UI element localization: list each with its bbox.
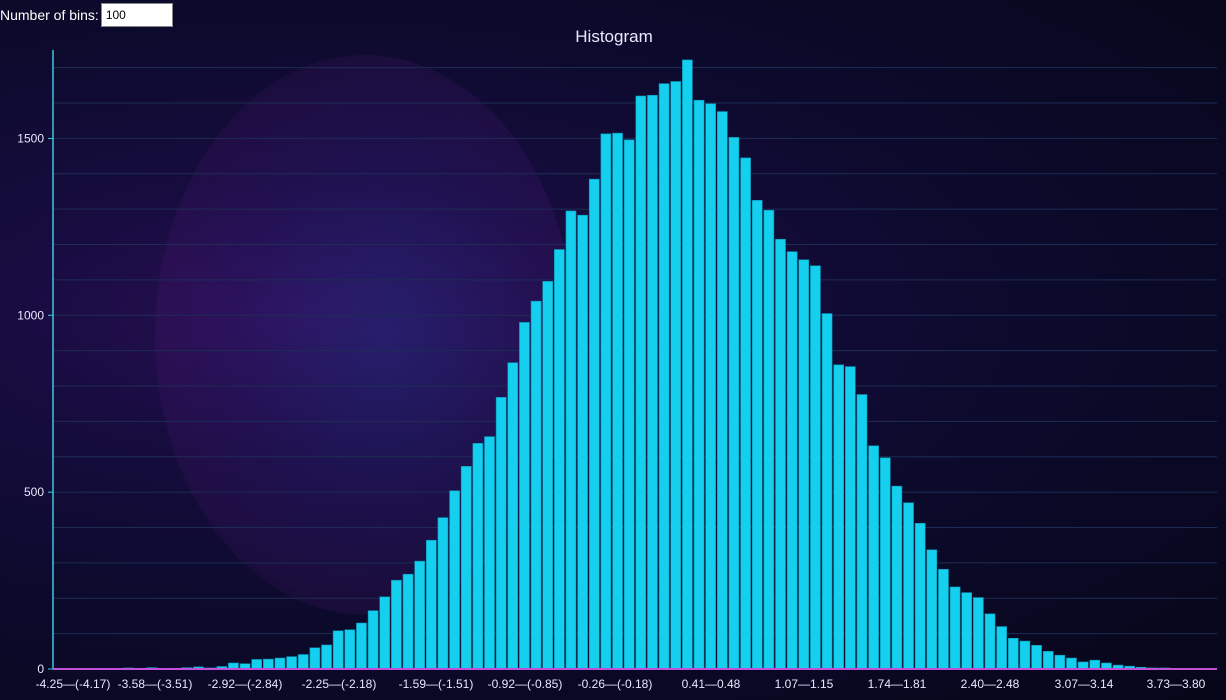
x-tick-label: -2.25—(-2.18) xyxy=(302,677,377,691)
histogram-bar xyxy=(798,259,810,670)
histogram-bar xyxy=(263,658,274,670)
x-tick-label: 2.40—2.48 xyxy=(961,677,1020,691)
histogram-bar xyxy=(833,364,845,670)
histogram-bar xyxy=(973,597,984,670)
histogram-bar xyxy=(984,613,996,670)
histogram-bar xyxy=(682,59,693,670)
x-tick-label: -2.92—(-2.84) xyxy=(208,677,283,691)
histogram-bar xyxy=(472,443,484,670)
x-tick-label: -4.25—(-4.17) xyxy=(36,677,111,691)
histogram-bar xyxy=(623,139,635,670)
histogram-bar xyxy=(821,313,833,670)
histogram-bar xyxy=(1066,657,1077,670)
histogram-bar xyxy=(938,568,949,670)
histogram-bar xyxy=(321,644,332,670)
histogram-bar xyxy=(961,592,973,670)
histogram-bar xyxy=(367,610,379,670)
histogram-bar xyxy=(810,265,821,670)
chart-title: Histogram xyxy=(575,27,652,46)
histogram-bar xyxy=(1042,651,1054,670)
histogram-bar xyxy=(705,103,716,670)
histogram-bar xyxy=(1089,659,1101,670)
histogram-bar xyxy=(297,654,309,670)
histogram-bar xyxy=(647,94,658,670)
histogram-bar xyxy=(845,366,856,670)
histogram-bar xyxy=(775,238,786,670)
histogram-bar xyxy=(344,629,356,670)
histogram-bar xyxy=(449,490,460,670)
histogram-bar xyxy=(414,560,425,670)
histogram-bar xyxy=(309,647,321,670)
histogram-bar xyxy=(600,133,612,670)
histogram-bar xyxy=(670,81,682,670)
histogram-bar xyxy=(728,137,740,670)
y-tick-label: 1500 xyxy=(17,131,44,145)
x-tick-label: 1.74—1.81 xyxy=(868,677,927,691)
histogram-bar xyxy=(391,579,402,670)
bins-label: Number of bins: xyxy=(0,7,99,23)
histogram-bar xyxy=(891,485,903,670)
histogram-bar xyxy=(460,466,472,670)
histogram-bar xyxy=(903,502,914,670)
histogram-bar xyxy=(1007,637,1019,670)
histogram-bar xyxy=(751,200,763,670)
x-tick-label: -3.58—(-3.51) xyxy=(118,677,193,691)
histogram-bar xyxy=(635,95,647,670)
histogram-bar xyxy=(495,397,507,670)
x-tick-label: -1.59—(-1.51) xyxy=(399,677,474,691)
y-tick-label: 500 xyxy=(24,485,44,499)
histogram-bar xyxy=(879,457,891,670)
histogram-bar xyxy=(588,178,600,670)
histogram-bar xyxy=(612,132,623,670)
y-tick-label: 0 xyxy=(37,662,44,676)
histogram-bar xyxy=(763,209,775,670)
histogram-bar xyxy=(1031,644,1042,670)
histogram-bar xyxy=(379,596,391,670)
histogram-bar xyxy=(949,586,961,670)
bins-input[interactable] xyxy=(100,3,173,27)
histogram-bar xyxy=(332,630,344,670)
histogram-bar xyxy=(356,622,367,670)
histogram-bar xyxy=(274,657,286,670)
histogram-bar xyxy=(740,157,751,670)
histogram-bar xyxy=(530,300,542,670)
histogram-bar xyxy=(507,362,519,670)
x-tick-label: 3.73—3.80 xyxy=(1147,677,1206,691)
histogram-bar xyxy=(1019,640,1031,670)
bins-control: Number of bins: xyxy=(0,0,173,30)
histogram-bar xyxy=(437,517,449,670)
histogram-bar xyxy=(856,394,868,670)
x-tick-label: 1.07—1.15 xyxy=(775,677,834,691)
x-tick-label: -0.92—(-0.85) xyxy=(488,677,563,691)
histogram-bar xyxy=(542,281,554,670)
histogram-bar xyxy=(658,83,670,670)
histogram-bar xyxy=(565,210,577,670)
histogram-bar xyxy=(996,626,1007,670)
histogram-bar xyxy=(286,656,297,670)
histogram-bar xyxy=(914,522,926,670)
x-tick-label: -0.26—(-0.18) xyxy=(578,677,653,691)
histogram-bar xyxy=(402,573,414,670)
histogram-bar xyxy=(1077,661,1089,670)
histogram-bar xyxy=(716,111,728,670)
histogram-bar xyxy=(251,659,263,670)
histogram-bar xyxy=(926,549,938,670)
histogram-bar xyxy=(519,322,530,670)
histogram-bar xyxy=(786,251,798,670)
histogram-bar xyxy=(577,214,588,670)
histogram-bar xyxy=(868,445,879,670)
x-tick-label: 0.41—0.48 xyxy=(682,677,741,691)
histogram-bar xyxy=(425,539,437,670)
histogram-bar xyxy=(693,99,705,670)
histogram-bar xyxy=(484,436,495,670)
histogram-bar xyxy=(554,249,565,670)
y-tick-label: 1000 xyxy=(17,308,44,322)
histogram-bar xyxy=(1054,654,1066,670)
x-tick-label: 3.07—3.14 xyxy=(1055,677,1114,691)
